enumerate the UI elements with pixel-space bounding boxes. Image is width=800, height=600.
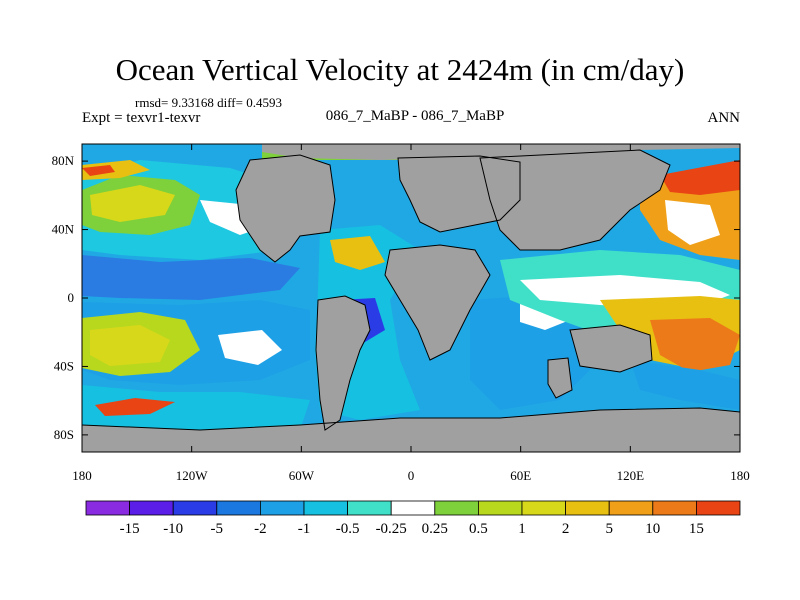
australia-landmass <box>570 325 652 372</box>
season-label: ANN <box>707 110 741 126</box>
colorbar-swatch <box>129 500 174 516</box>
colorbar-swatch <box>696 500 741 516</box>
colorbar-swatch <box>85 500 130 516</box>
chart-title: Ocean Vertical Velocity at 2424m (in cm/… <box>115 52 685 87</box>
northwest-pacific-white-patch <box>665 200 720 245</box>
north-pacific-yellow-zone <box>90 185 175 222</box>
colorbar-label: -0.25 <box>376 521 407 537</box>
colorbar-label: -10 <box>163 521 183 537</box>
coastlines <box>82 149 740 431</box>
colorbar-swatch <box>521 500 566 516</box>
x-tick-label: 0 <box>408 468 415 483</box>
x-tick-label: 120E <box>617 468 645 483</box>
experiment-label: Expt = texvr1-texvr <box>82 110 201 126</box>
colorbar-label: 15 <box>689 521 704 537</box>
colorbar-swatch <box>652 500 697 516</box>
y-tick-label: 80N <box>52 153 75 168</box>
south-pacific-white-patch <box>218 330 282 365</box>
west-pacific-red-orange-zone <box>650 318 740 372</box>
x-tick-label: 120W <box>176 468 209 483</box>
colorbar-label: 0.5 <box>469 521 488 537</box>
x-tick-label: 60E <box>510 468 531 483</box>
northwest-pacific-red-zone <box>660 160 740 195</box>
colorbar-label: 10 <box>645 521 660 537</box>
colorbar-label: -2 <box>254 521 267 537</box>
y-tick-label: 40N <box>52 222 75 237</box>
north-pacific-red-zone <box>82 165 115 176</box>
colorbar-swatch <box>347 500 392 516</box>
atlantic-orange-patch <box>330 236 385 270</box>
colorbar-label: 2 <box>562 521 570 537</box>
case-label: 086_7_MaBP - 086_7_MaBP <box>325 108 505 124</box>
north-america-landmass <box>236 155 335 262</box>
colorbar-label: -0.5 <box>336 521 360 537</box>
south-america-landmass <box>316 296 370 430</box>
colorbar-label: 5 <box>605 521 613 537</box>
x-axis: 180 120W 60W 0 60E 120E 180 <box>72 144 750 483</box>
x-tick-label: 180 <box>730 468 750 483</box>
y-tick-label: 0 <box>68 290 75 305</box>
colorbar-swatch <box>172 500 218 516</box>
y-tick-label: 80S <box>54 427 74 442</box>
colorbar-swatch <box>565 500 610 516</box>
north-pacific-orange-zone <box>82 160 150 180</box>
colorbar-swatch <box>303 500 348 516</box>
colorbar-label: 0.25 <box>422 521 448 537</box>
colorbar-swatch <box>259 500 305 516</box>
southern-ocean-red-streak <box>95 398 175 416</box>
maritime-island-landmass <box>548 358 572 398</box>
colorbar-label: -1 <box>298 521 311 537</box>
colorbar-swatch <box>477 500 523 516</box>
x-tick-label: 180 <box>72 468 92 483</box>
colorbar-label: -5 <box>211 521 224 537</box>
asia-landmass <box>480 150 670 250</box>
map-field <box>82 144 740 452</box>
colorbar-swatch <box>608 500 654 516</box>
x-tick-label: 60W <box>289 468 315 483</box>
y-axis: 80N 40N 0 40S 80S <box>52 153 740 442</box>
stats-label: rmsd= 9.33168 diff= 0.4593 <box>135 95 282 110</box>
southwest-pacific-field <box>630 360 740 410</box>
colorbar-swatch <box>216 500 261 516</box>
colorbar: -15 -10 -5 -2 -1 -0.5 -0.25 0.25 0.5 1 2 5 10 15 <box>85 500 741 537</box>
colorbar-swatch <box>390 500 436 516</box>
africa-landmass <box>385 245 490 360</box>
antarctica-landmass <box>82 408 740 452</box>
y-tick-label: 40S <box>54 358 74 373</box>
colorbar-label: -15 <box>120 521 140 537</box>
colorbar-label: 1 <box>518 521 526 537</box>
colorbar-swatch <box>434 500 479 516</box>
equatorial-pacific-field <box>82 255 300 300</box>
south-pacific-yellow-zone <box>90 325 170 366</box>
arctic-land-rim <box>262 144 740 160</box>
